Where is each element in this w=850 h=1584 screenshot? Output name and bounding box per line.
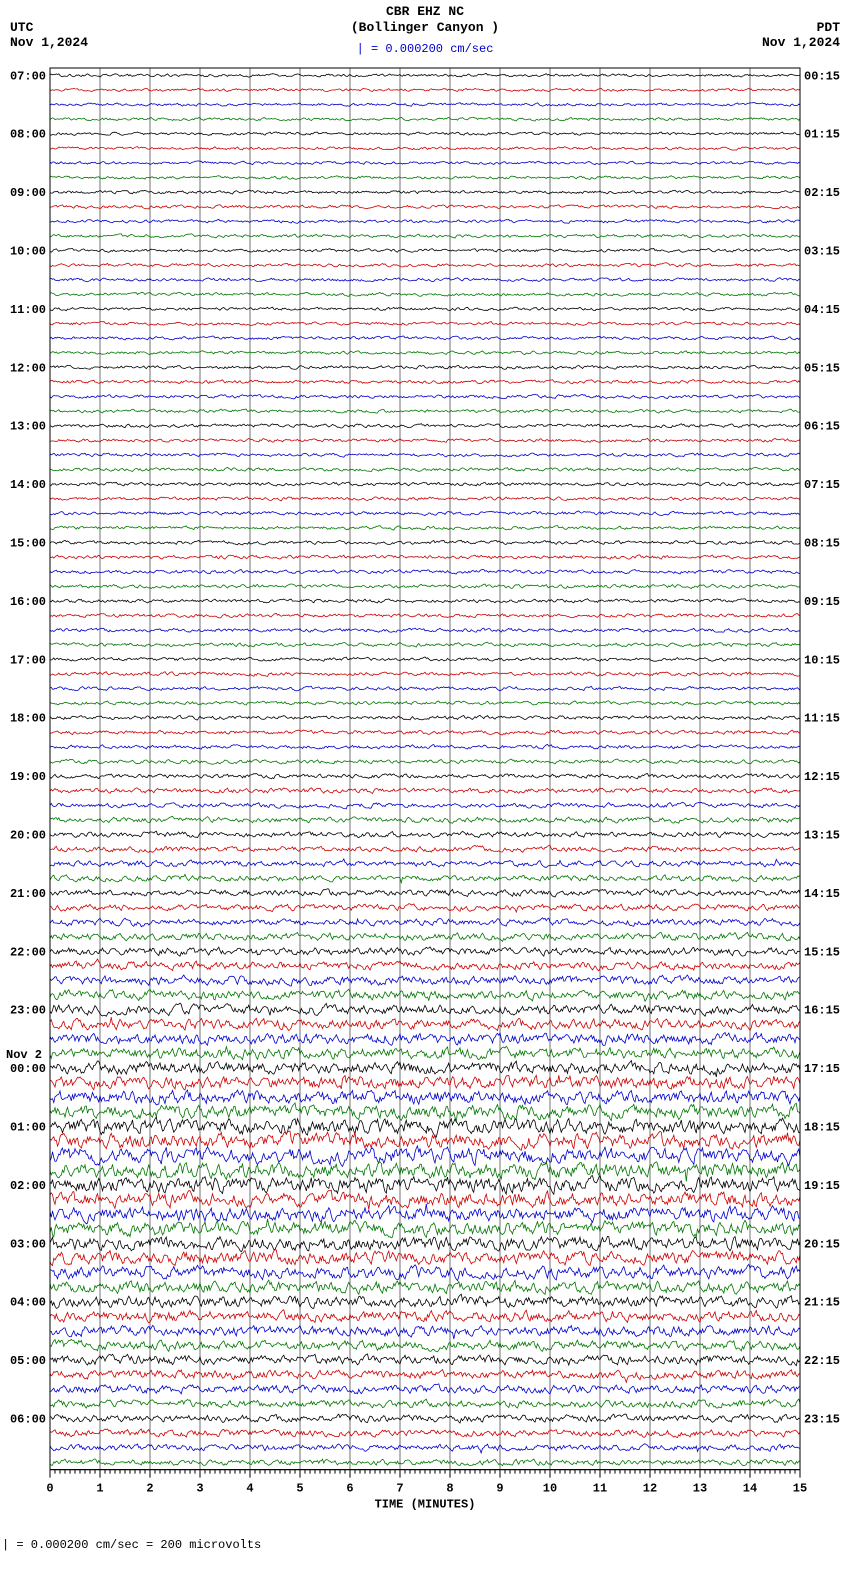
svg-text:07:15: 07:15 xyxy=(804,478,840,492)
svg-text:14: 14 xyxy=(743,1482,757,1496)
svg-text:12: 12 xyxy=(643,1482,657,1496)
tz-left-code: UTC xyxy=(10,20,33,35)
svg-text:10:15: 10:15 xyxy=(804,653,840,667)
svg-text:22:15: 22:15 xyxy=(804,1354,840,1368)
svg-text:08:00: 08:00 xyxy=(10,128,46,142)
svg-text:04:15: 04:15 xyxy=(804,303,840,317)
svg-text:1: 1 xyxy=(96,1482,103,1496)
svg-text:19:15: 19:15 xyxy=(804,1179,840,1193)
svg-text:02:00: 02:00 xyxy=(10,1179,46,1193)
tz-right: PDT Nov 1,2024 xyxy=(762,20,840,50)
footer-text: | = 0.000200 cm/sec = 200 microvolts xyxy=(2,1538,261,1552)
svg-text:18:15: 18:15 xyxy=(804,1121,840,1135)
svg-text:19:00: 19:00 xyxy=(10,770,46,784)
svg-text:2: 2 xyxy=(146,1482,153,1496)
svg-text:11: 11 xyxy=(593,1482,607,1496)
svg-text:08:15: 08:15 xyxy=(804,537,840,551)
svg-text:16:15: 16:15 xyxy=(804,1004,840,1018)
svg-text:02:15: 02:15 xyxy=(804,186,840,200)
svg-text:11:15: 11:15 xyxy=(804,712,840,726)
svg-text:TIME (MINUTES): TIME (MINUTES) xyxy=(375,1498,476,1512)
station-code: CBR EHZ NC xyxy=(386,4,464,19)
svg-text:23:15: 23:15 xyxy=(804,1413,840,1427)
svg-text:13:15: 13:15 xyxy=(804,829,840,843)
helicorder-svg: 07:00 08:00 09:00 10:00 11:00 12:00 13:00 14:00… xyxy=(0,60,850,1530)
svg-text:11:00: 11:00 xyxy=(10,303,46,317)
scale-indicator: | = 0.000200 cm/sec xyxy=(357,42,494,56)
scale-text: | = 0.000200 cm/sec xyxy=(357,42,494,56)
svg-text:10: 10 xyxy=(543,1482,557,1496)
svg-text:14:15: 14:15 xyxy=(804,887,840,901)
svg-text:09:00: 09:00 xyxy=(10,186,46,200)
svg-text:0: 0 xyxy=(46,1482,53,1496)
svg-text:20:00: 20:00 xyxy=(10,829,46,843)
svg-text:04:00: 04:00 xyxy=(10,1296,46,1310)
svg-text:5: 5 xyxy=(296,1482,303,1496)
svg-text:21:00: 21:00 xyxy=(10,887,46,901)
svg-text:3: 3 xyxy=(196,1482,203,1496)
svg-text:Nov 2: Nov 2 xyxy=(6,1048,42,1062)
svg-text:07:00: 07:00 xyxy=(10,69,46,83)
station-title: CBR EHZ NC (Bollinger Canyon ) xyxy=(351,4,499,35)
svg-text:15:00: 15:00 xyxy=(10,537,46,551)
tz-right-date: Nov 1,2024 xyxy=(762,35,840,50)
tz-right-code: PDT xyxy=(817,20,840,35)
svg-text:01:15: 01:15 xyxy=(804,128,840,142)
svg-text:01:00: 01:00 xyxy=(10,1121,46,1135)
svg-text:13: 13 xyxy=(693,1482,707,1496)
svg-text:18:00: 18:00 xyxy=(10,712,46,726)
svg-text:06:15: 06:15 xyxy=(804,420,840,434)
tz-left-date: Nov 1,2024 xyxy=(10,35,88,50)
svg-text:00:15: 00:15 xyxy=(804,69,840,83)
svg-text:03:00: 03:00 xyxy=(10,1237,46,1251)
helicorder-header: UTC Nov 1,2024 CBR EHZ NC (Bollinger Can… xyxy=(0,0,850,60)
svg-text:12:15: 12:15 xyxy=(804,770,840,784)
svg-text:14:00: 14:00 xyxy=(10,478,46,492)
svg-text:6: 6 xyxy=(346,1482,353,1496)
svg-text:23:00: 23:00 xyxy=(10,1004,46,1018)
svg-text:15: 15 xyxy=(793,1482,807,1496)
svg-text:15:15: 15:15 xyxy=(804,945,840,959)
svg-text:09:15: 09:15 xyxy=(804,595,840,609)
station-location: (Bollinger Canyon ) xyxy=(351,20,499,35)
svg-text:20:15: 20:15 xyxy=(804,1237,840,1251)
tz-left: UTC Nov 1,2024 xyxy=(10,20,88,50)
svg-text:21:15: 21:15 xyxy=(804,1296,840,1310)
helicorder-plot: 07:00 08:00 09:00 10:00 11:00 12:00 13:00 14:00… xyxy=(0,60,850,1530)
svg-text:10:00: 10:00 xyxy=(10,245,46,259)
svg-text:17:00: 17:00 xyxy=(10,653,46,667)
footer: | = 0.000200 cm/sec = 200 microvolts xyxy=(0,1530,850,1556)
svg-text:22:00: 22:00 xyxy=(10,945,46,959)
svg-text:13:00: 13:00 xyxy=(10,420,46,434)
svg-text:8: 8 xyxy=(446,1482,453,1496)
svg-text:12:00: 12:00 xyxy=(10,361,46,375)
svg-text:4: 4 xyxy=(246,1482,253,1496)
svg-text:05:15: 05:15 xyxy=(804,361,840,375)
svg-text:16:00: 16:00 xyxy=(10,595,46,609)
svg-text:03:15: 03:15 xyxy=(804,245,840,259)
svg-text:17:15: 17:15 xyxy=(804,1062,840,1076)
svg-text:9: 9 xyxy=(496,1482,503,1496)
svg-text:7: 7 xyxy=(396,1482,403,1496)
svg-text:06:00: 06:00 xyxy=(10,1413,46,1427)
svg-text:00:00: 00:00 xyxy=(10,1062,46,1076)
svg-text:05:00: 05:00 xyxy=(10,1354,46,1368)
